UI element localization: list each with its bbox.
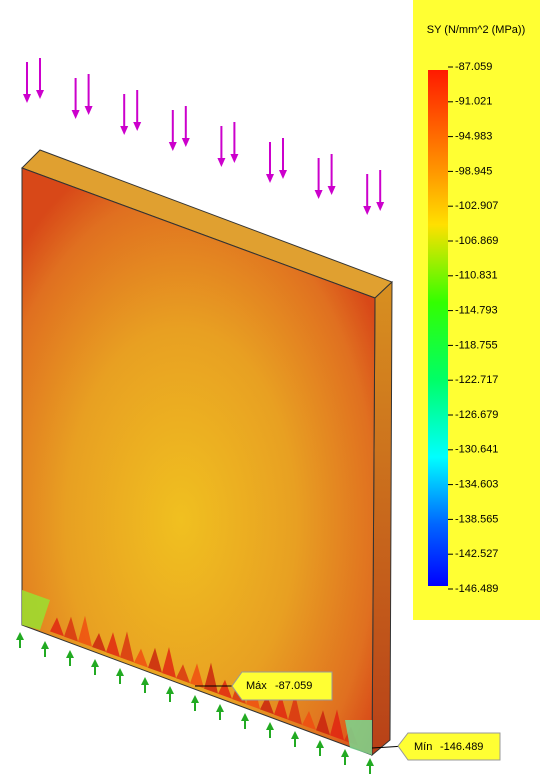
arrow-head (85, 106, 93, 115)
arrow-head (366, 758, 374, 766)
arrow-head (291, 731, 299, 739)
arrow-head (241, 713, 249, 721)
arrow-head (41, 641, 49, 649)
min-value: -146.489 (440, 741, 483, 753)
mesh-cell (345, 720, 372, 755)
legend-label: -122.717 (455, 374, 498, 386)
arrow-head (266, 174, 274, 183)
arrow-head (16, 632, 24, 640)
color-bar (428, 70, 448, 586)
arrow-head (266, 722, 274, 730)
arrow-head (66, 650, 74, 658)
arrow-head (182, 138, 190, 147)
min-label: Mín (414, 741, 432, 753)
arrow-head (116, 668, 124, 676)
arrow-head (328, 186, 336, 195)
arrow-head (363, 206, 371, 215)
legend-label: -91.021 (455, 96, 492, 108)
legend-label: -94.983 (455, 131, 492, 143)
legend-label: -142.527 (455, 548, 498, 560)
arrow-head (36, 90, 44, 99)
legend-label: -106.869 (455, 235, 498, 247)
screen: SY (N/mm^2 (MPa)) -87.059 -91.021 -94.983 -… (0, 0, 540, 784)
legend-label: -110.831 (455, 270, 498, 282)
arrow-head (23, 94, 31, 103)
arrow-head (316, 740, 324, 748)
arrow-head (91, 659, 99, 667)
arrow-head (279, 170, 287, 179)
legend-label: -114.793 (455, 305, 498, 317)
max-value: -87.059 (275, 680, 312, 692)
legend-label: -146.489 (455, 583, 498, 595)
arrow-head (315, 190, 323, 199)
arrow-head (217, 158, 225, 167)
model (16, 58, 392, 774)
arrow-head (341, 749, 349, 757)
max-label: Máx (246, 680, 267, 692)
legend-label: -138.565 (455, 513, 498, 525)
min-callout: Mín -146.489 (372, 733, 500, 760)
arrow-head (72, 110, 80, 119)
legend-label: -102.907 (455, 200, 498, 212)
arrow-head (120, 126, 128, 135)
legend-title: SY (N/mm^2 (MPa)) (427, 24, 525, 36)
legend-label: -126.679 (455, 409, 498, 421)
legend-label: -98.945 (455, 165, 492, 177)
legend: SY (N/mm^2 (MPa)) -87.059 -91.021 -94.983 -… (413, 0, 540, 620)
legend-label: -130.641 (455, 444, 498, 456)
arrow-head (141, 677, 149, 685)
legend-label: -118.755 (455, 339, 498, 351)
arrow-head (191, 695, 199, 703)
arrow-head (169, 142, 177, 151)
legend-label: -87.059 (455, 61, 492, 73)
arrow-head (376, 202, 384, 211)
arrow-head (230, 154, 238, 163)
arrow-head (216, 704, 224, 712)
arrow-head (133, 122, 141, 131)
legend-label: -134.603 (455, 479, 498, 491)
arrow-head (166, 686, 174, 694)
